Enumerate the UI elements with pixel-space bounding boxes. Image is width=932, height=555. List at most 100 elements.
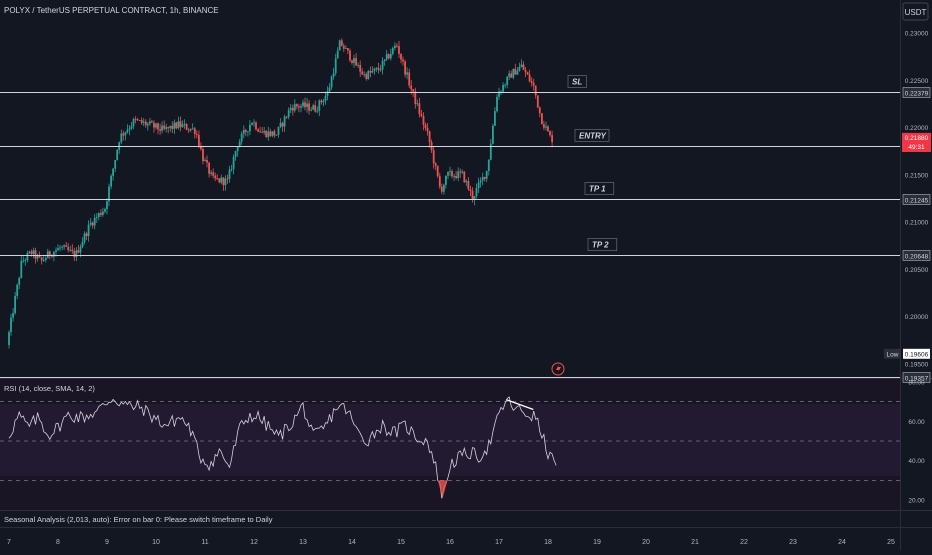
candle-body [512, 68, 515, 78]
candle-body [136, 119, 139, 121]
candle-body [10, 317, 12, 332]
candle-body [83, 233, 86, 242]
candle-body [22, 260, 25, 262]
candle-body [289, 107, 292, 111]
candle-body [226, 178, 229, 180]
candle-body [138, 120, 141, 121]
candle-body [134, 119, 137, 120]
time-tick-label: 22 [740, 539, 748, 546]
candle-body [167, 127, 170, 129]
candle-body [291, 107, 294, 111]
candle-body [281, 122, 284, 127]
candle-body [208, 162, 210, 174]
candle-body [451, 171, 453, 177]
candle-body [112, 168, 114, 176]
candle-body [259, 131, 261, 133]
candle-body [189, 128, 192, 131]
candle-body [479, 180, 482, 183]
candle-body [422, 116, 425, 125]
candle-body [69, 249, 72, 251]
candle-body [242, 130, 245, 134]
time-tick-label: 20 [642, 539, 650, 546]
candle-body [206, 160, 208, 163]
candle-body [257, 129, 259, 132]
candle-body [465, 180, 468, 183]
candle-body [65, 245, 68, 247]
candle-body [97, 213, 100, 217]
time-tick-label: 15 [397, 539, 405, 546]
candle-body [432, 150, 435, 164]
candle-body [475, 188, 478, 196]
candle-body [79, 246, 82, 253]
candle-body [369, 71, 372, 73]
rsi-tick-label: 20.00 [908, 498, 925, 505]
candle-body [338, 40, 341, 51]
candle-body [163, 125, 166, 129]
price-tick-label: 0.21500 [905, 172, 929, 179]
candle-body [300, 106, 302, 108]
candle-body [179, 121, 182, 127]
candle-body [545, 126, 547, 128]
time-tick-label: 14 [348, 539, 356, 546]
candle-body [187, 129, 190, 131]
symbol-title: POLYX / TetherUS PERPETUAL CONTRACT, 1h,… [4, 6, 219, 15]
candle-body [398, 46, 400, 54]
level-label-box [574, 129, 610, 142]
candle-body [185, 124, 188, 130]
candle-body [20, 260, 23, 278]
time-tick-label: 13 [299, 539, 307, 546]
candle-body [510, 73, 513, 78]
candle-body [153, 122, 155, 128]
candle-body [157, 123, 159, 130]
rsi-band-fill [0, 404, 900, 476]
candle-body [212, 172, 215, 176]
time-tick-label: 16 [446, 539, 454, 546]
candle-body [269, 131, 272, 136]
candle-body [436, 165, 439, 177]
low-marker-badge [903, 348, 930, 359]
candle-body [220, 177, 223, 183]
candle-body [42, 260, 45, 261]
level-price-value: 0.19357 [905, 376, 929, 383]
candle-body [526, 72, 529, 75]
candle-body [122, 133, 125, 136]
candle-body [224, 178, 227, 186]
candle-body [16, 284, 19, 296]
candle-body [93, 217, 96, 226]
candle-body [547, 126, 549, 132]
candle-body [443, 184, 445, 192]
candle-body [447, 171, 449, 176]
candle-body [38, 255, 41, 258]
candle-body [455, 176, 457, 179]
candle-body [500, 91, 502, 93]
candle-body [216, 178, 219, 180]
rsi-divergence-line[interactable] [506, 399, 534, 411]
currency-button[interactable] [902, 2, 929, 21]
candle-body [210, 172, 212, 174]
candle-body [496, 96, 498, 112]
flash-icon[interactable] [551, 362, 565, 376]
candle-body [334, 58, 337, 74]
candle-body [261, 132, 264, 134]
candle-body [236, 147, 239, 152]
candle-body [124, 132, 127, 136]
candle-body [514, 68, 517, 75]
candle-body [420, 114, 423, 117]
level-price-value: 0.22379 [905, 91, 929, 98]
candle-body [336, 50, 339, 59]
candle-body [267, 131, 270, 138]
candle-body [104, 209, 106, 212]
candle-body [34, 250, 37, 259]
time-tick-label: 7 [7, 539, 11, 546]
candle-body [191, 128, 194, 130]
candle-body [244, 130, 247, 132]
candle-body [379, 69, 382, 71]
level-label: SL [572, 78, 582, 87]
candle-body [308, 103, 310, 111]
candle-body [469, 189, 472, 191]
candle-body [502, 85, 504, 92]
candle-body [412, 89, 415, 92]
candle-body [530, 81, 533, 83]
